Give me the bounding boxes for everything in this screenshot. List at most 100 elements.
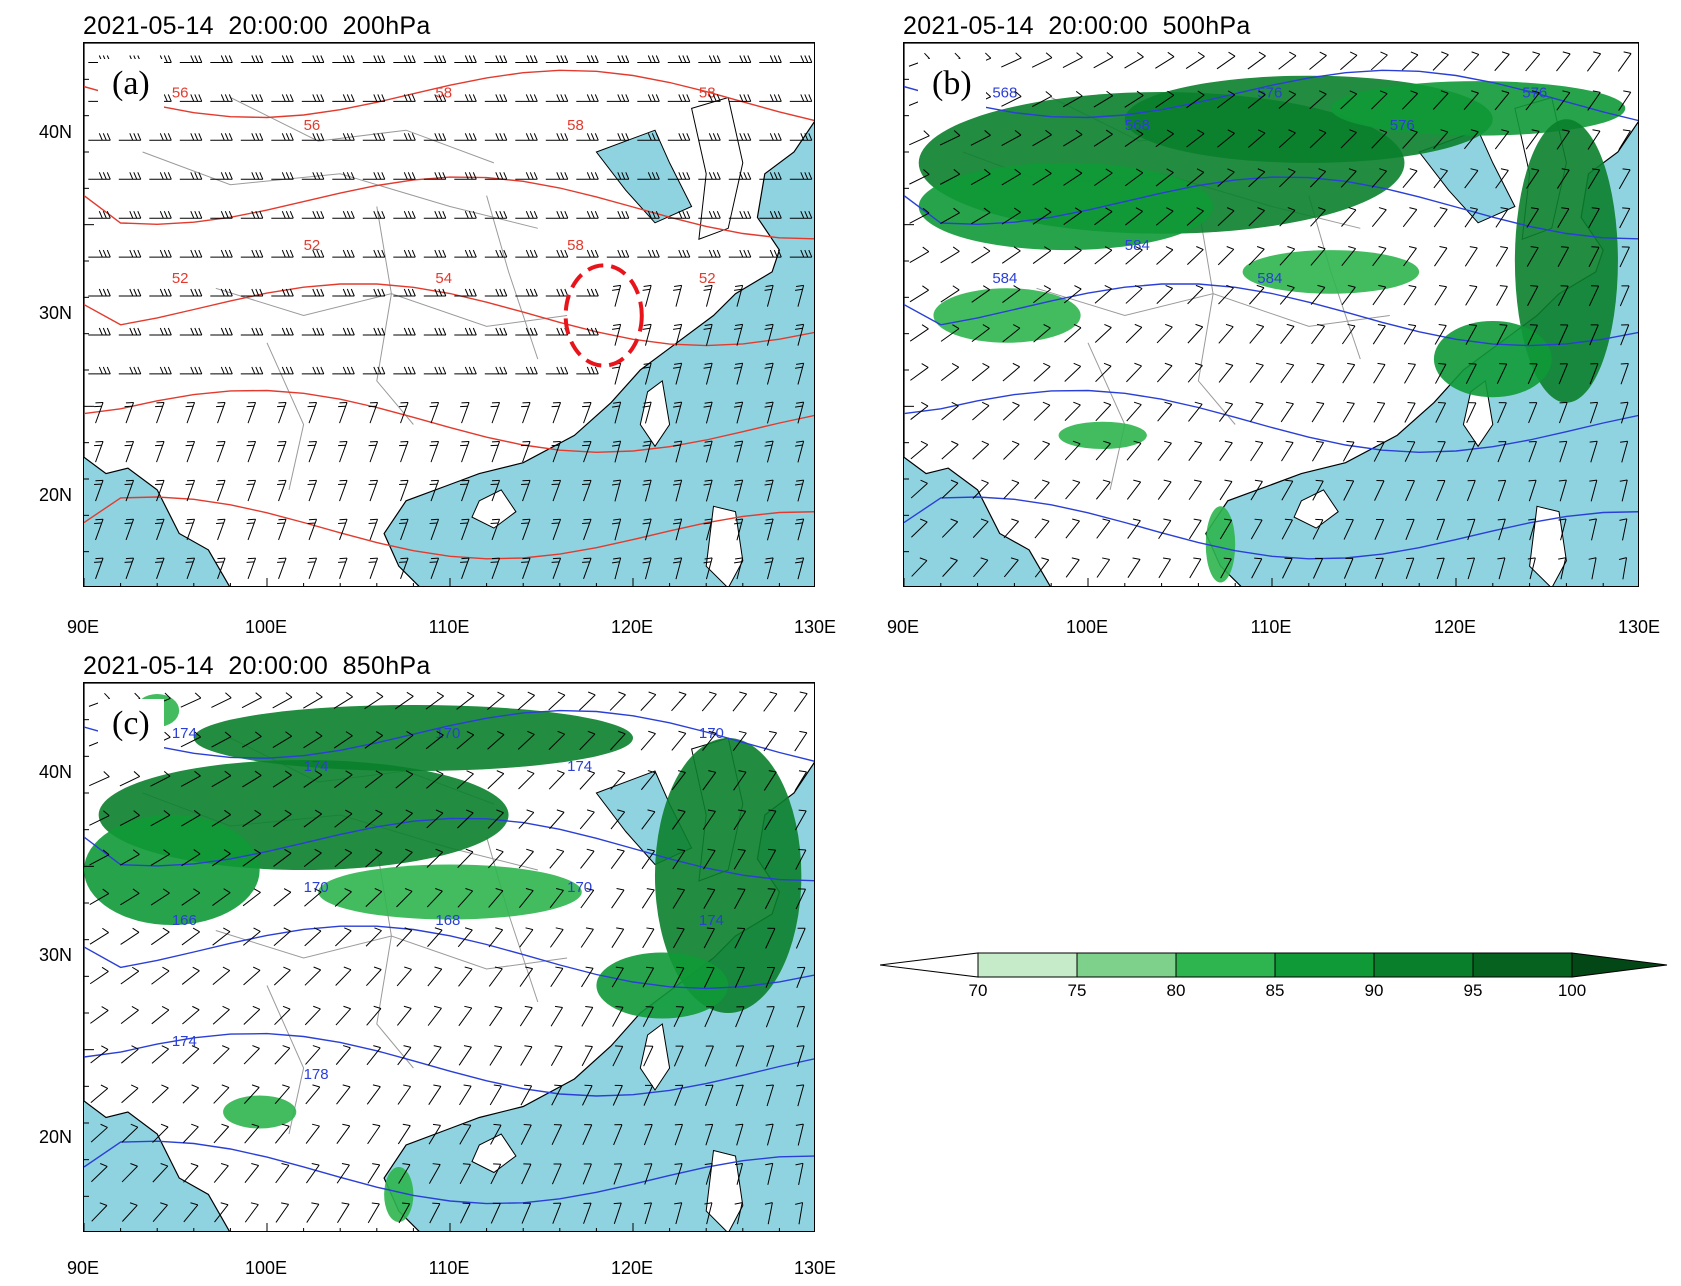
panel-b-wind-barb (1278, 129, 1296, 149)
panel-a-wind-barb (429, 479, 440, 502)
panel-b-wind-barb (1063, 129, 1083, 147)
panel-a-wind-barb (454, 55, 477, 63)
panel-a-wind-barb (246, 440, 257, 463)
panel-b-wind-barb (1001, 246, 1021, 264)
panel-b-wind-barb (1309, 129, 1327, 149)
panel-b-wind-barb (1436, 557, 1445, 580)
panel-a-wind-barb (271, 172, 294, 180)
panel-c-lon-110e: 110E (428, 1258, 470, 1278)
panel-b-wind-barb (972, 401, 990, 421)
panel-b-wind-barb (1466, 557, 1475, 580)
panel-b-wind-barb (1094, 246, 1113, 265)
panel-c-wind-barb (611, 927, 625, 948)
panel-c-wind-barb (212, 888, 231, 906)
panel-b-contour-label: 584 (1257, 270, 1282, 287)
panel-b-wind-barb (940, 285, 960, 303)
panel-c-wind-barb (244, 1123, 260, 1144)
panel-a-wind-barb (393, 55, 416, 63)
panel-b-wind-barb (1094, 168, 1113, 187)
panel-a-wind-barb (703, 401, 713, 424)
panel-c-wind-barb (704, 1045, 714, 1067)
panel-b-wind-barb (1557, 246, 1569, 268)
panel-a-wind-barb (149, 133, 172, 141)
panel-c-wind-barb (579, 691, 596, 711)
panel-a-wind-barb (667, 133, 691, 141)
panel-a-wind-barb (240, 288, 264, 297)
panel-b-wind-barb (1094, 207, 1113, 226)
panel-c-wind-barb (272, 770, 292, 788)
panel-a-wind-barb (612, 323, 622, 346)
panel-a-wind-barb (582, 557, 592, 580)
panel-b-wind-barb (1619, 518, 1628, 541)
panel-a-wind-barb (460, 479, 470, 502)
panel-a-wind-barb (795, 440, 805, 463)
panel-a-wind-barb (362, 94, 386, 102)
panel-b-lon-110e: 110E (1250, 617, 1292, 637)
panel-a-plot: 56 56 58 58 58 52 52 54 58 52 (84, 43, 814, 586)
panel-b-contour-label: 576 (1257, 85, 1282, 102)
panel-b-wind-barb (1063, 285, 1082, 304)
panel-b-wind-barb (1218, 323, 1234, 344)
panel-b-wind-barb (1001, 207, 1021, 225)
panel-c-wind-barb (579, 809, 595, 830)
panel-a-wind-barb (368, 479, 379, 502)
panel-b-wind-barb (1402, 129, 1418, 149)
panel-a-wind-barb (155, 401, 165, 424)
panel-a-title: 2021-05-14 20:00:00 200hPa (83, 12, 431, 40)
panel-b-wind-barb (1466, 441, 1477, 463)
panel-c-wind-barb (457, 848, 474, 869)
panel-c-wind-barb (796, 1045, 805, 1067)
panel-a-wind-barb (301, 288, 325, 297)
panel-a-lon-100e: 100E (244, 617, 288, 637)
panel-a-wind-barb (795, 557, 805, 580)
panel-b-wind-barb (1031, 52, 1053, 68)
panel-c-wind-barb (458, 1005, 473, 1027)
panel-b-wind-barb (1341, 323, 1356, 345)
panel-b-wind-barb (1003, 557, 1019, 578)
panel-c-contour-label: 168 (435, 912, 460, 929)
panel-c-wind-barb (490, 1202, 501, 1224)
panel-a-wind-barb (271, 211, 294, 219)
panel-c-wind-barb (150, 849, 171, 866)
panel-b-wind-barb (1402, 207, 1418, 228)
panel-c-wind-barb (521, 1163, 532, 1185)
panel-a-wind-barb (490, 518, 501, 541)
panel-b-wind-barb (1124, 52, 1144, 69)
panel-a-wind-barb (240, 211, 264, 219)
panel-a-wind-barb (460, 401, 470, 424)
panel-a-wind-barb (764, 518, 774, 541)
panel-b-wind-barb (1248, 246, 1265, 266)
panel-a-wind-barb (399, 557, 409, 580)
panel-b-wind-barb (1436, 480, 1446, 502)
panel-c-wind-barb (796, 1006, 805, 1028)
panel-b-wind-barb (1065, 518, 1080, 539)
panel-a-wind-barb (277, 479, 287, 502)
panel-a-wind-barb (576, 288, 599, 297)
panel-b-wind-barb (1433, 168, 1448, 189)
panel-c-wind-barb (704, 1006, 715, 1028)
panel-b-wind-barb (1218, 401, 1234, 422)
panel-a-wind-barb (338, 440, 348, 463)
panel-b-title: 2021-05-14 20:00:00 500hPa (903, 12, 1251, 40)
panel-a-wind-barb (338, 557, 348, 580)
panel-b-wind-barb (1494, 51, 1510, 72)
panel-a-contour-label: 58 (435, 85, 452, 102)
panel-c-wind-barb (275, 1163, 290, 1184)
panel-c-wind-barb (397, 1045, 412, 1066)
panel-b-wind-barb (1033, 440, 1051, 461)
panel-b-wind-barb (1156, 284, 1173, 305)
panel-c-wind-barb (365, 848, 383, 868)
panel-b-wind-barb (1434, 284, 1448, 306)
panel-a-wind-barb (399, 401, 409, 424)
panel-a-wind-barb (179, 211, 203, 219)
panel-c-wind-barb (120, 966, 140, 985)
panel-a-wind-barb (210, 94, 233, 102)
panel-b-wind-barb (1064, 440, 1081, 461)
panel-b-wind-barb (1556, 168, 1570, 189)
panel-c-wind-barb (704, 1202, 713, 1225)
panel-c-wind-barb (674, 1084, 684, 1106)
panel-c-wind-barb (241, 731, 262, 748)
panel-a-wind-barb (637, 172, 660, 180)
panel-a-contour-line (84, 389, 814, 454)
panel-a-contour-line (84, 176, 814, 240)
